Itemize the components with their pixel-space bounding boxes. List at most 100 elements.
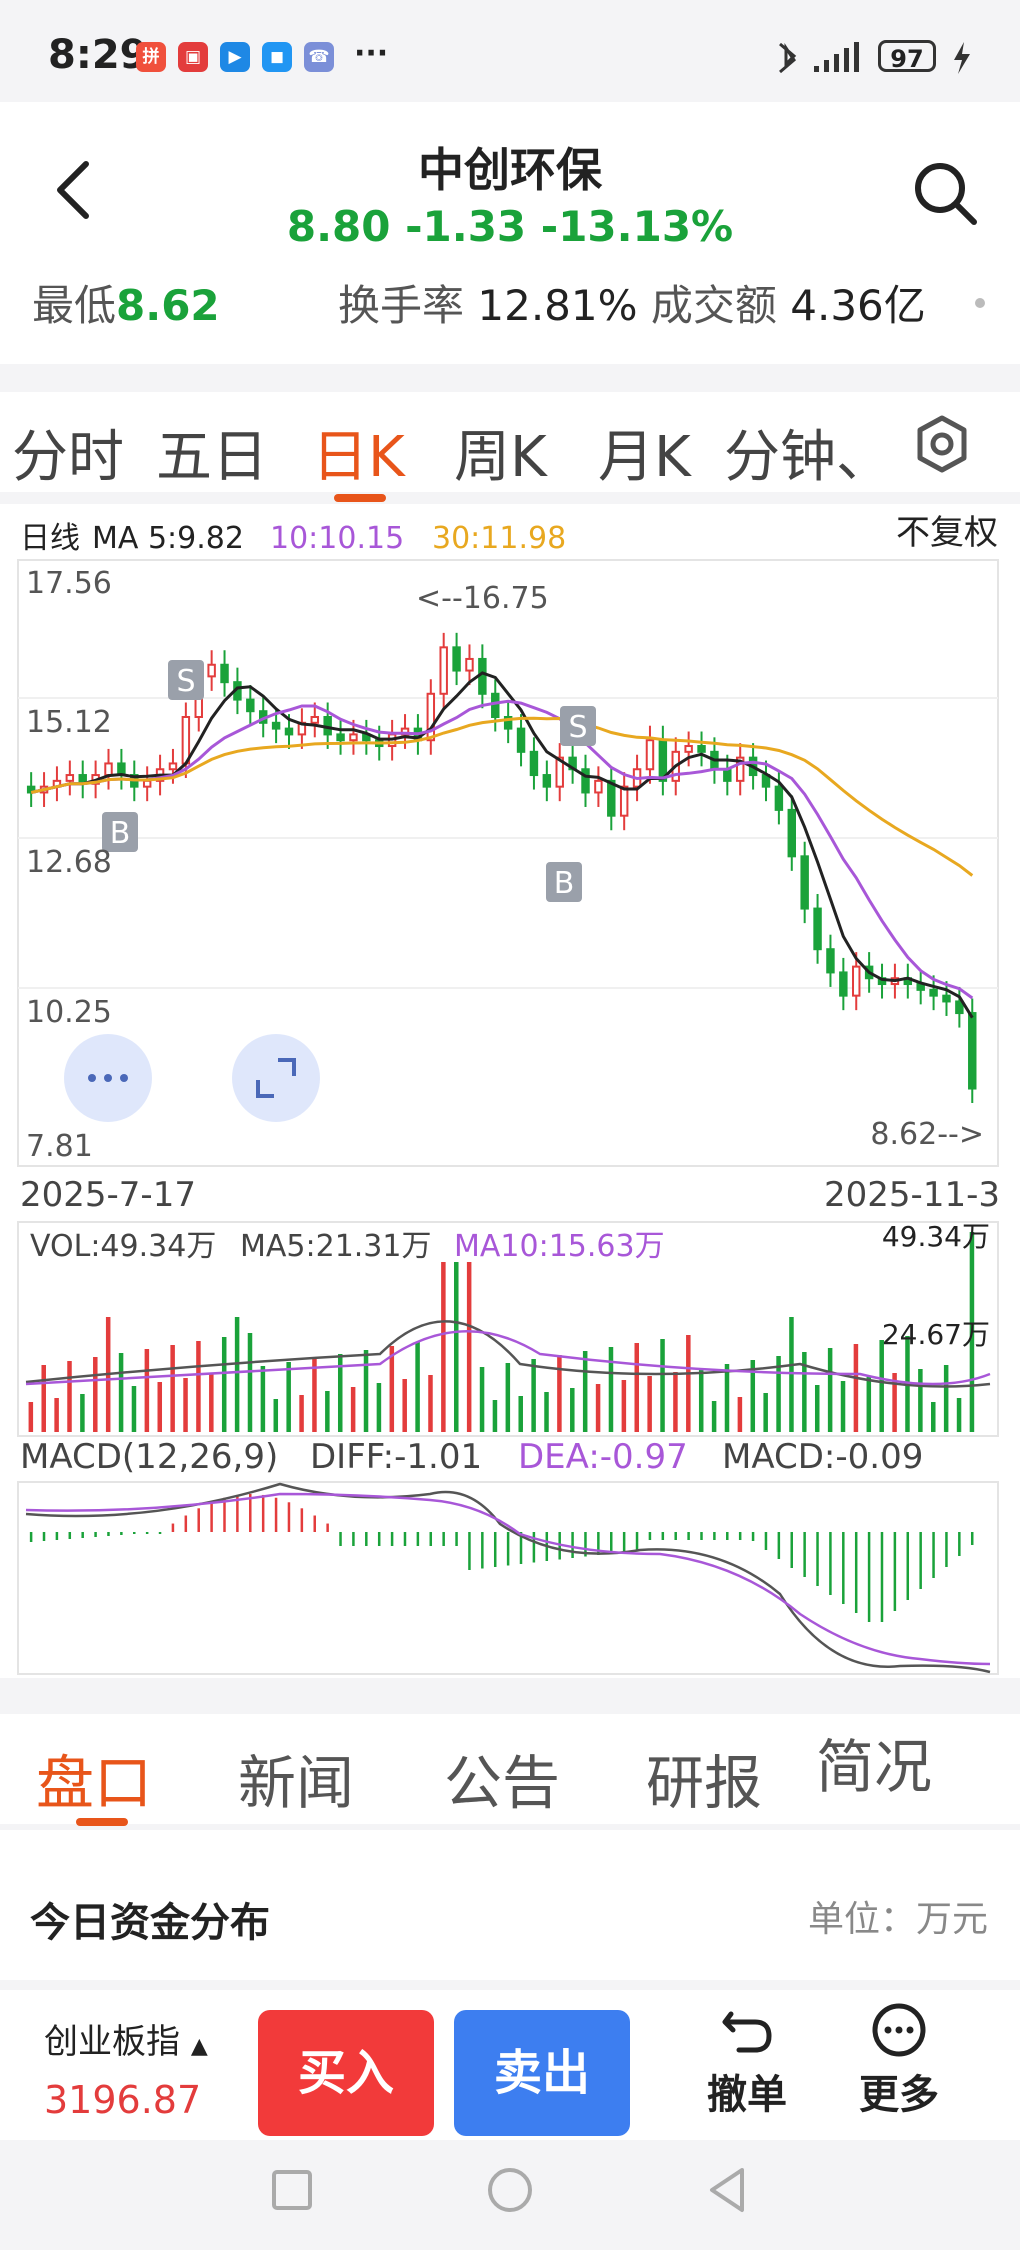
macd-bar bbox=[687, 1532, 690, 1540]
back-icon[interactable] bbox=[704, 2164, 752, 2216]
macd-bar bbox=[648, 1532, 652, 1540]
volume-bar bbox=[647, 1376, 652, 1432]
tab-news[interactable]: 新闻 bbox=[238, 1749, 355, 1817]
y-tick-label: 15.12 bbox=[26, 705, 112, 740]
index-name: 创业板指 bbox=[44, 2022, 180, 2062]
macd-bar bbox=[377, 1532, 381, 1546]
candle-body bbox=[787, 808, 797, 858]
volume-bar bbox=[337, 1354, 343, 1432]
tab-weekly-k[interactable]: 周K bbox=[454, 425, 547, 490]
active-subtab-indicator bbox=[76, 1818, 128, 1826]
macd-bar bbox=[584, 1532, 587, 1557]
tab-announcements[interactable]: 公告 bbox=[444, 1749, 561, 1817]
macd-bar bbox=[777, 1532, 781, 1559]
stock-title: 中创环保 bbox=[418, 143, 602, 197]
volume-bar bbox=[931, 1402, 936, 1432]
volume-bar bbox=[814, 1385, 820, 1432]
page-dot-indicator bbox=[975, 298, 985, 308]
undo-button[interactable]: 撤单 bbox=[700, 2002, 794, 2120]
tab-daily-k[interactable]: 日K bbox=[312, 425, 405, 490]
macd-bar bbox=[597, 1532, 600, 1555]
candle-body bbox=[491, 692, 500, 719]
volume-bar bbox=[80, 1394, 85, 1432]
macd-bar bbox=[506, 1532, 510, 1566]
volume-bar bbox=[853, 1344, 859, 1432]
candle-body bbox=[168, 762, 178, 771]
more-options-button[interactable] bbox=[64, 1034, 152, 1122]
candle-body bbox=[826, 948, 835, 974]
signal-label: S bbox=[176, 664, 195, 699]
fullscreen-button[interactable] bbox=[232, 1034, 320, 1122]
adjust-toggle[interactable]: 不复权 bbox=[896, 513, 998, 553]
volume-bar bbox=[570, 1388, 575, 1432]
search-icon[interactable] bbox=[910, 158, 980, 228]
buy-button[interactable]: 买入 bbox=[258, 2010, 434, 2136]
macd-bar bbox=[519, 1532, 523, 1564]
macd-bar bbox=[197, 1508, 200, 1532]
candle-body bbox=[929, 988, 938, 997]
candle-body bbox=[65, 774, 75, 782]
home-icon[interactable] bbox=[484, 2164, 536, 2216]
volume-bar bbox=[789, 1317, 794, 1432]
volume-bar bbox=[608, 1347, 614, 1432]
macd-diff: DIFF:-1.01 bbox=[310, 1437, 482, 1477]
candle-body bbox=[800, 855, 809, 910]
volume-bar bbox=[325, 1391, 330, 1432]
candle-body bbox=[942, 994, 951, 1003]
macd-diff-line bbox=[25, 1482, 991, 1674]
macd-bar bbox=[107, 1532, 110, 1536]
low-price-marker: 8.62--> bbox=[870, 1117, 984, 1152]
volume-bar bbox=[582, 1351, 588, 1432]
candle-body bbox=[220, 663, 229, 684]
more-button[interactable]: 更多 bbox=[852, 2002, 946, 2120]
tab-five-day[interactable]: 五日 bbox=[156, 425, 268, 490]
volume-bar bbox=[763, 1393, 768, 1432]
volume-bar bbox=[402, 1379, 407, 1432]
sell-button[interactable]: 卖出 bbox=[454, 2010, 630, 2136]
more-notifications-icon: ··· bbox=[354, 36, 389, 71]
volume-bar bbox=[840, 1381, 846, 1432]
candle-body bbox=[813, 907, 822, 951]
candle-body bbox=[839, 971, 848, 997]
vol-ma10-readout: MA10:15.63万 bbox=[454, 1229, 665, 1264]
candle-body bbox=[619, 785, 629, 817]
macd-bar bbox=[674, 1532, 677, 1540]
tab-research[interactable]: 研报 bbox=[646, 1749, 763, 1817]
settings-icon[interactable] bbox=[914, 414, 970, 474]
volume-bar bbox=[209, 1374, 214, 1432]
candle-body bbox=[581, 768, 590, 794]
macd-bar bbox=[274, 1497, 278, 1532]
undo-icon bbox=[722, 2011, 772, 2053]
tab-intraday[interactable]: 分时 bbox=[12, 425, 124, 490]
macd-bar bbox=[429, 1532, 433, 1546]
volume-bar bbox=[157, 1382, 163, 1432]
notification-icon: ☎ bbox=[304, 42, 334, 72]
index-selector[interactable]: 创业板指 ▲ bbox=[44, 2014, 208, 2063]
volume-bar bbox=[492, 1400, 498, 1432]
fund-title: 今日资金分布 bbox=[30, 1900, 270, 1946]
recents-icon[interactable] bbox=[268, 2166, 316, 2214]
candle-body bbox=[465, 657, 474, 672]
macd-value: MACD:-0.09 bbox=[722, 1437, 923, 1477]
macd-bar bbox=[713, 1532, 716, 1540]
candle-body bbox=[684, 745, 693, 753]
signal-icon bbox=[779, 42, 859, 74]
volume-bar bbox=[505, 1363, 511, 1432]
turnover-value: 12.81% bbox=[477, 281, 638, 330]
candle-body bbox=[142, 779, 152, 788]
volume-bar bbox=[827, 1348, 833, 1432]
macd-bar bbox=[68, 1532, 72, 1539]
notification-icon: ◼ bbox=[262, 42, 292, 72]
ma10-readout: 10:10.15 bbox=[270, 521, 404, 556]
tab-monthly-k[interactable]: 月K bbox=[598, 425, 691, 490]
tab-minute[interactable]: 分钟、 bbox=[724, 425, 892, 490]
volume-bar bbox=[41, 1365, 46, 1432]
macd-bar bbox=[816, 1532, 819, 1586]
volume-bar bbox=[711, 1401, 717, 1432]
volume-bar bbox=[67, 1361, 72, 1432]
macd-bar bbox=[880, 1532, 884, 1622]
tab-order-book[interactable]: 盘口 bbox=[36, 1749, 153, 1817]
tab-profile[interactable]: 简况 bbox=[816, 1733, 933, 1801]
back-arrow-icon[interactable] bbox=[50, 158, 94, 222]
